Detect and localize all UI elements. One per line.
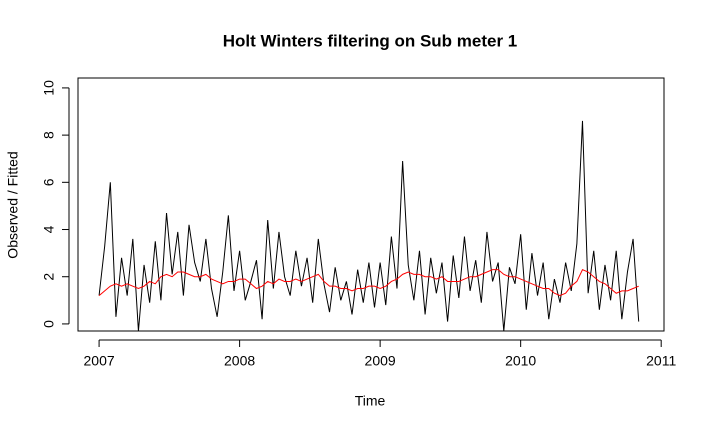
y-axis-label: Observed / Fitted — [5, 151, 21, 258]
y-tick-label: 10 — [41, 80, 57, 96]
y-tick-label: 8 — [41, 131, 57, 139]
y-tick-label: 2 — [41, 273, 57, 281]
x-tick-label: 2008 — [224, 353, 255, 369]
plot-area — [98, 120, 640, 331]
series-line — [98, 268, 639, 297]
y-tick-label: 0 — [41, 320, 57, 328]
chart-title: Holt Winters filtering on Sub meter 1 — [223, 31, 518, 50]
x-tick-label: 2011 — [646, 353, 676, 369]
y-tick-label: 6 — [41, 178, 57, 186]
series-line — [98, 120, 640, 331]
x-tick-label: 2010 — [505, 353, 536, 369]
x-axis-label: Time — [355, 393, 386, 409]
x-tick-label: 2007 — [84, 353, 115, 369]
plot-frame — [77, 77, 665, 332]
x-tick-label: 2009 — [365, 353, 396, 369]
y-tick-label: 4 — [41, 225, 57, 233]
